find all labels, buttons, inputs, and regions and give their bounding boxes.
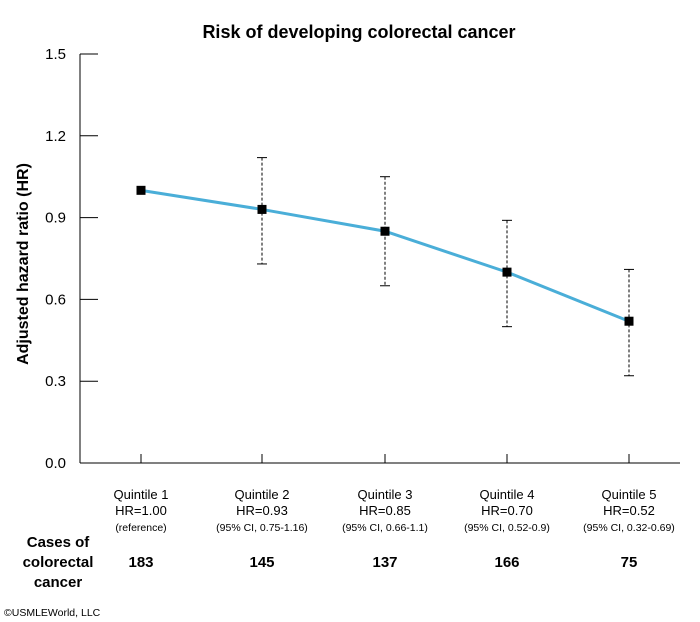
confidence-interval-label: (95% CI, 0.52-0.9) — [464, 522, 550, 534]
confidence-interval-label: (95% CI, 0.66-1.1) — [342, 522, 428, 534]
cases-row: Cases of colorectal cancer 183 145 137 166 75 — [23, 534, 638, 591]
category-label: Quintile 4HR=0.70 (95% CI, 0.52-0.9) — [464, 487, 550, 534]
case-count: 183 — [128, 554, 153, 571]
quintile-name: Quintile 3 — [358, 487, 413, 502]
category-label: Quintile 3HR=0.85 (95% CI, 0.66-1.1) — [342, 487, 428, 534]
confidence-interval-label: (95% CI, 0.75-1.16) — [216, 522, 308, 534]
y-tick-label: 0.3 — [45, 373, 66, 390]
data-point — [136, 185, 146, 195]
cases-row-label: cancer — [34, 574, 83, 591]
hazard-ratio-label: HR=0.85 — [359, 503, 411, 518]
y-tick-label: 1.5 — [45, 46, 66, 63]
category-label: Quintile 5HR=0.52 (95% CI, 0.32-0.69) — [583, 487, 675, 534]
hazard-ratio-label: HR=0.52 — [603, 503, 655, 518]
case-count: 145 — [249, 554, 274, 571]
error-bar — [624, 268, 634, 377]
case-count: 166 — [494, 554, 519, 571]
category-label: Quintile 1HR=1.00 (reference) — [114, 487, 169, 534]
error-bar — [257, 157, 267, 265]
chart-marks — [136, 157, 634, 377]
cases-row-label: Cases of — [27, 534, 91, 551]
case-count: 137 — [372, 554, 397, 571]
data-point — [624, 316, 634, 326]
y-tick-label: 0.9 — [45, 210, 66, 227]
quintile-name: Quintile 2 — [235, 487, 290, 502]
quintile-name: Quintile 4 — [480, 487, 535, 502]
y-tick-label: 0.6 — [45, 291, 66, 308]
data-point — [502, 267, 512, 277]
chart-title: Risk of developing colorectal cancer — [202, 22, 515, 42]
hazard-ratio-label: HR=0.70 — [481, 503, 533, 518]
hazard-ratio-label: HR=0.93 — [236, 503, 288, 518]
error-bar — [380, 176, 390, 287]
category-label: Quintile 2HR=0.93 (95% CI, 0.75-1.16) — [216, 487, 308, 534]
quintile-name: Quintile 5 — [602, 487, 657, 502]
confidence-interval-label: (95% CI, 0.32-0.69) — [583, 522, 675, 534]
copyright-text: ©USMLEWorld, LLC — [4, 607, 101, 619]
y-axis-label: Adjusted hazard ratio (HR) — [15, 163, 32, 365]
y-tick-label: 1.2 — [45, 128, 66, 145]
cases-row-label: colorectal — [23, 554, 94, 571]
data-point — [257, 204, 267, 214]
quintile-name: Quintile 1 — [114, 487, 169, 502]
confidence-interval-label: (reference) — [115, 522, 166, 534]
y-tick-label: 0.0 — [45, 455, 66, 472]
hazard-ratio-label: HR=1.00 — [115, 503, 167, 518]
category-labels: Quintile 1HR=1.00(reference)Quintile 2HR… — [114, 487, 675, 534]
series-line — [140, 188, 630, 323]
error-bar — [502, 219, 512, 328]
data-point — [380, 226, 390, 236]
case-count: 75 — [621, 554, 638, 571]
axes: 0.0 0.3 0.6 0.9 1.2 1.5 — [45, 46, 680, 472]
